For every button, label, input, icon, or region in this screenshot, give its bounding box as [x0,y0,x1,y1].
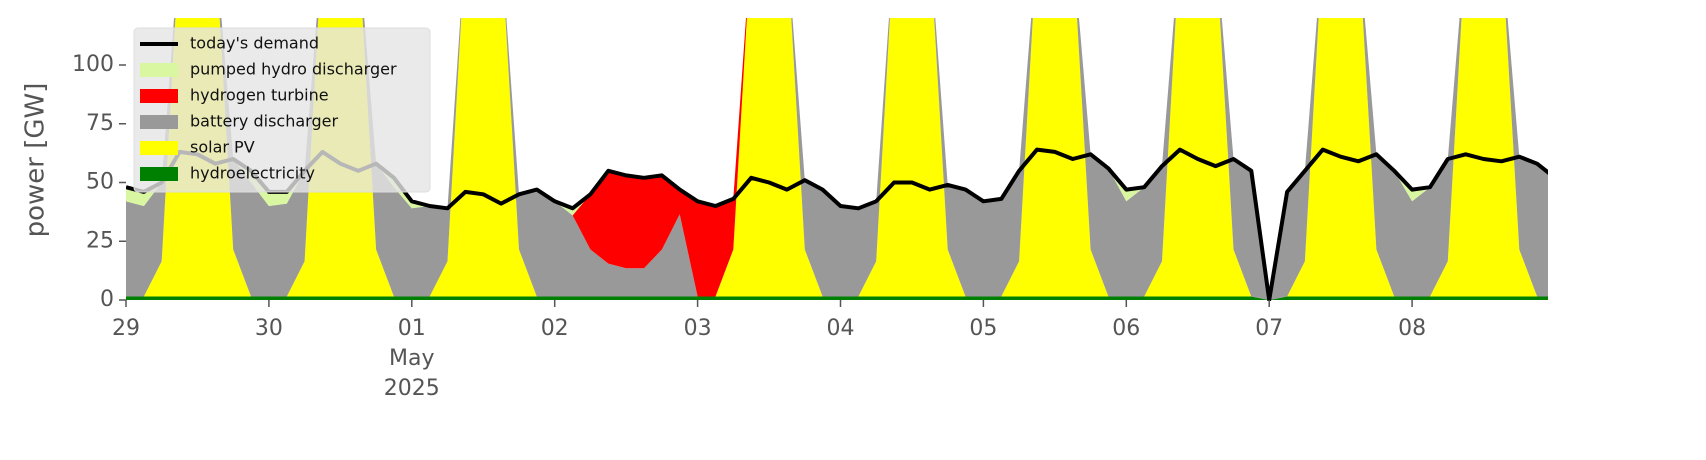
legend-label: pumped hydro discharger [190,60,397,79]
y-tick-label: 50 [86,170,114,195]
legend-label: solar PV [190,138,255,157]
x-tick-label: 07 [1255,316,1283,341]
legend-swatch [140,115,178,129]
x-tick-label: May [389,346,434,371]
x-tick-label: 29 [112,316,140,341]
x-tick-label: 01 [398,316,426,341]
legend-swatch [140,89,178,103]
x-tick-label: 03 [684,316,712,341]
legend-swatch [140,141,178,155]
x-tick-label: 04 [827,316,855,341]
x-tick-label: 30 [255,316,283,341]
area [126,18,1548,300]
y-tick-label: 25 [86,228,114,253]
x-tick-label: 06 [1112,316,1140,341]
legend-label: today's demand [190,34,319,53]
x-tick-label: 2025 [384,376,440,401]
x-tick-label: 08 [1398,316,1426,341]
x-tick-label: 02 [541,316,569,341]
y-tick-label: 100 [72,52,114,77]
x-tick-label: 05 [969,316,997,341]
legend-swatch [140,167,178,181]
y-tick-label: 0 [100,287,114,312]
legend-swatch [140,63,178,77]
legend-label: battery discharger [190,112,338,131]
area [126,296,1548,300]
legend-label: hydrogen turbine [190,86,329,105]
area [126,18,1548,300]
legend-label: hydroelectricity [190,164,315,183]
y-tick-label: 75 [86,111,114,136]
y-axis-label: power [GW] [21,83,51,238]
legend-box [133,27,431,193]
